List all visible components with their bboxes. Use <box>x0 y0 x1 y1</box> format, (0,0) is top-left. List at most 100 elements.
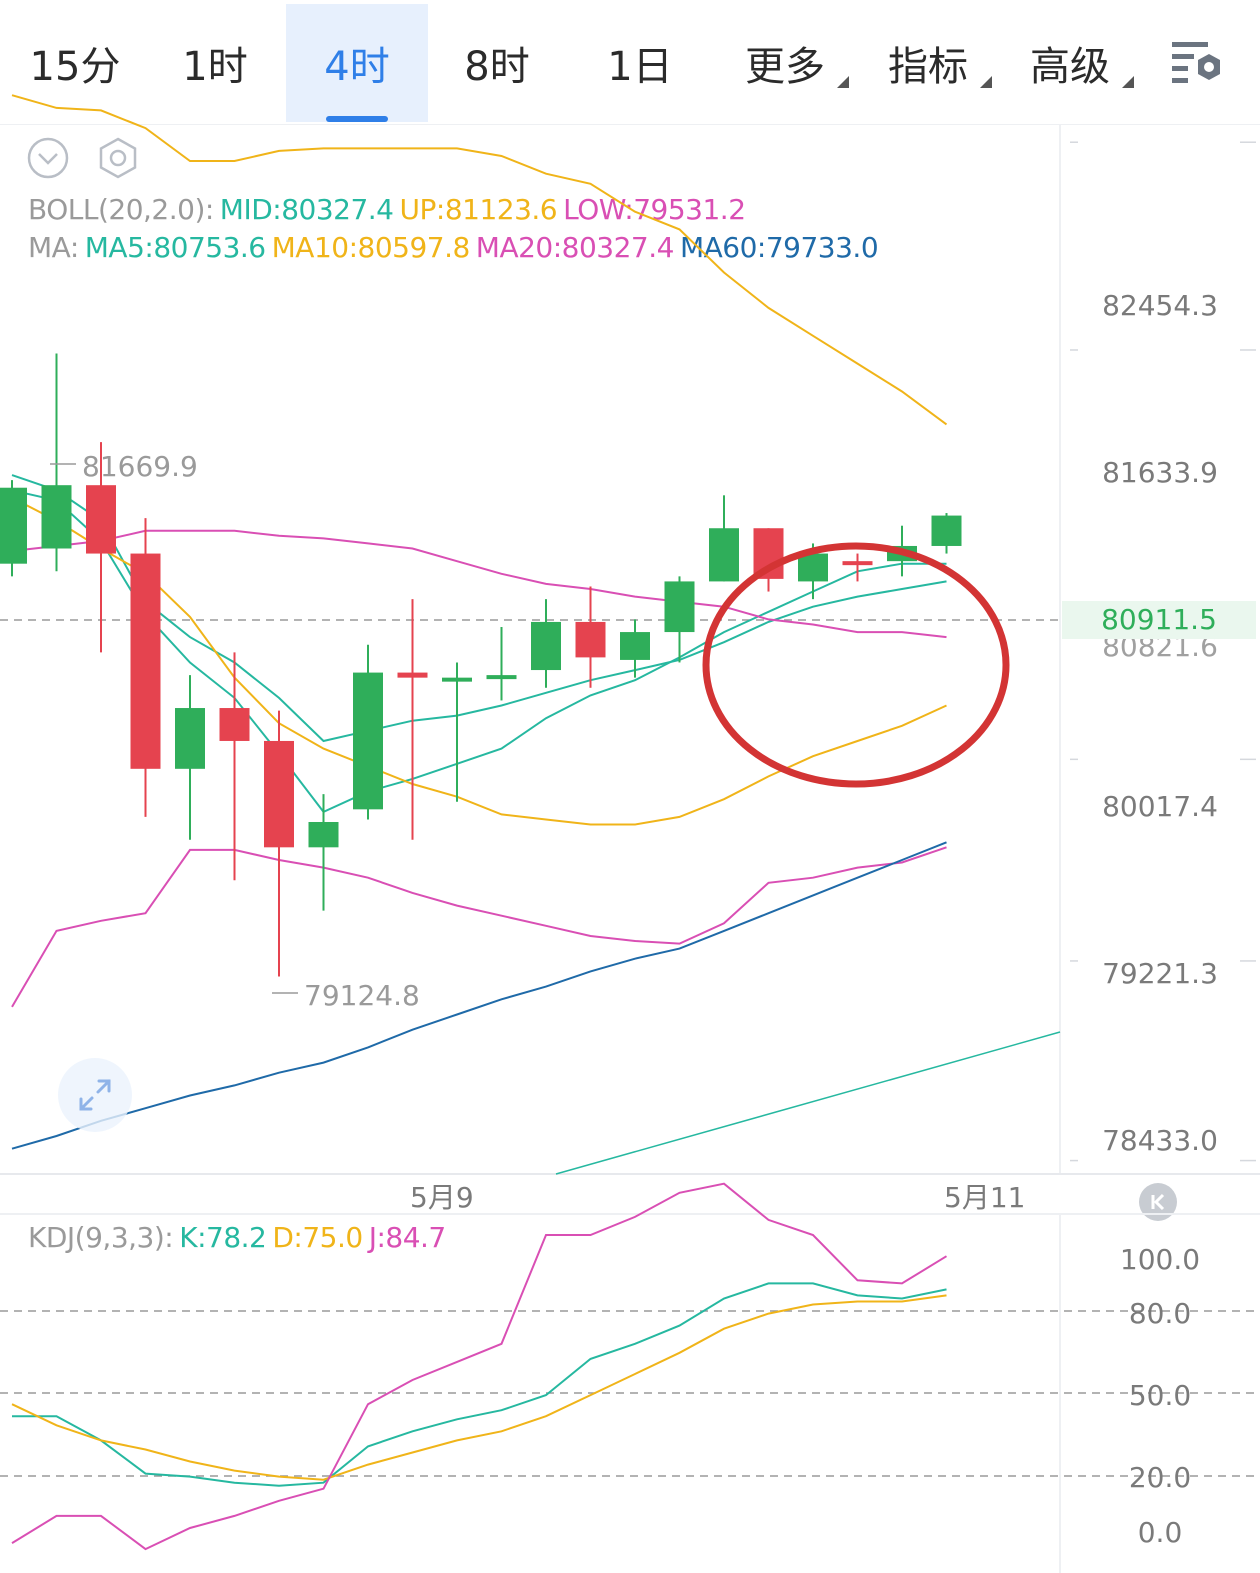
candle-body <box>353 672 383 810</box>
candle[interactable] <box>0 480 27 577</box>
candle[interactable] <box>842 553 873 582</box>
candle[interactable] <box>175 675 205 840</box>
expand-arrows-icon[interactable] <box>58 1058 132 1132</box>
dropdown-triangle-icon <box>1122 76 1134 88</box>
candle[interactable] <box>264 710 294 977</box>
candle[interactable] <box>41 353 72 572</box>
candle-body <box>41 485 72 549</box>
ma-legend: MA: MA5:80753.6 MA10:80597.8 MA20:80327.4 MA… <box>28 231 884 264</box>
chart-settings-icon[interactable] <box>1164 36 1228 92</box>
date-label: 5月11 <box>944 1181 1026 1214</box>
boll-legend: BOLL(20,2.0): MID:80327.4 UP:81123.6 LOW:79… <box>28 193 752 226</box>
boll-up-line <box>11 94 948 426</box>
kdj-j: J:84.7 <box>368 1221 447 1254</box>
boll-low-line <box>11 846 947 1008</box>
boll-mid: MID:80327.4 <box>219 193 394 226</box>
tab-label: 8时 <box>464 44 530 90</box>
price-axis-tick: 80017.4 <box>1102 790 1218 823</box>
ma20-line <box>11 529 947 639</box>
hexagon-settings-icon[interactable] <box>96 136 140 180</box>
ma5-value: MA5:80753.6 <box>84 231 266 264</box>
candle[interactable] <box>86 442 116 653</box>
candle-body <box>86 485 116 554</box>
tab-label: 指标 <box>888 44 968 90</box>
tab-4h[interactable]: 4时 <box>286 4 428 122</box>
high-label: 81669.9 <box>82 450 198 483</box>
chevron-down-circle-icon[interactable] <box>26 136 70 180</box>
ma-label: MA: <box>28 231 79 264</box>
active-tab-indicator <box>326 116 388 122</box>
kdj-k-line <box>12 1282 947 1487</box>
price-axis-tick: 81633.9 <box>1102 456 1218 489</box>
ma10-value: MA10:80597.8 <box>271 231 471 264</box>
tab-indicators[interactable]: 指标 <box>878 4 992 122</box>
ma60-value: MA60:79733.0 <box>679 231 879 264</box>
tab-advanced[interactable]: 高级 <box>1020 4 1134 122</box>
candle-body <box>397 672 428 678</box>
tab-8h[interactable]: 8时 <box>432 4 562 122</box>
candle[interactable] <box>664 576 695 663</box>
candle[interactable] <box>397 599 428 840</box>
tab-label: 15分 <box>29 44 121 90</box>
low-label: 79124.8 <box>304 979 420 1012</box>
candle[interactable] <box>308 794 339 911</box>
dropdown-triangle-icon <box>837 76 849 88</box>
candle-body <box>175 708 205 769</box>
kdj-axis-tick: 50.0 <box>1128 1379 1192 1412</box>
date-label: 5月9 <box>410 1181 474 1214</box>
candle-body <box>264 740 294 848</box>
candle-body <box>442 677 472 682</box>
kdj-axis-tick: 0.0 <box>1137 1516 1183 1549</box>
boll-up: UP:81123.6 <box>399 193 558 226</box>
candle[interactable] <box>931 513 962 554</box>
kdj-label: KDJ(9,3,3): <box>28 1221 174 1254</box>
candle[interactable] <box>442 662 472 802</box>
kdj-axis-tick: 20.0 <box>1128 1461 1192 1494</box>
candle[interactable] <box>353 644 383 820</box>
candle[interactable] <box>130 518 161 817</box>
kdj-axis-tick: 100.0 <box>1119 1243 1201 1276</box>
tab-15min[interactable]: 15分 <box>10 4 140 122</box>
tab-more[interactable]: 更多 <box>735 4 849 122</box>
tab-label: 1日 <box>607 44 673 90</box>
tab-label: 更多 <box>745 44 825 90</box>
candle-body <box>130 553 161 769</box>
candle[interactable] <box>531 599 561 688</box>
candle-body <box>620 632 650 660</box>
boll-mid-line <box>11 474 947 743</box>
tab-1h[interactable]: 1时 <box>150 4 280 122</box>
interval-tabs: 15分 1时 4时 8时 1日 更多 指标 高级 <box>0 0 1260 125</box>
tab-1d[interactable]: 1日 <box>575 4 705 122</box>
candle-body <box>798 553 828 582</box>
candle-body <box>531 621 561 671</box>
candle[interactable] <box>798 543 828 600</box>
price-axis-tick: 78433.0 <box>1102 1124 1218 1157</box>
high-annotation: 81669.9 <box>50 450 198 483</box>
jump-to-latest-icon[interactable] <box>1139 1183 1177 1221</box>
candle-body <box>0 487 27 564</box>
kdj-k: K:78.2 <box>179 1221 267 1254</box>
candlestick-chart[interactable]: 81669.9 79124.8 <box>0 0 1260 1176</box>
ma60-line <box>11 841 947 1150</box>
candle[interactable] <box>575 586 606 688</box>
highlight-circle <box>702 542 1010 788</box>
candle[interactable] <box>219 652 250 881</box>
price-axis-tick: 79221.3 <box>1102 957 1218 990</box>
candle-body <box>842 561 873 566</box>
tab-label: 4时 <box>324 44 390 90</box>
price-axis-tick: 82454.3 <box>1102 289 1218 322</box>
candle[interactable] <box>486 627 517 701</box>
candle[interactable] <box>709 495 739 582</box>
trend-line <box>555 1031 1061 1175</box>
candle-body <box>931 515 962 546</box>
candle[interactable] <box>620 619 650 678</box>
candle-body <box>308 821 339 848</box>
kdj-d: D:75.0 <box>272 1221 363 1254</box>
candle-body <box>664 581 695 633</box>
low-annotation: 79124.8 <box>272 979 420 1012</box>
kdj-axis-tick: 80.0 <box>1128 1297 1192 1330</box>
kdj-d-line <box>11 1294 947 1481</box>
kdj-legend: KDJ(9,3,3): K:78.2 D:75.0 J:84.7 <box>28 1221 452 1254</box>
boll-label: BOLL(20,2.0): <box>28 193 214 226</box>
tab-label: 高级 <box>1030 44 1110 90</box>
